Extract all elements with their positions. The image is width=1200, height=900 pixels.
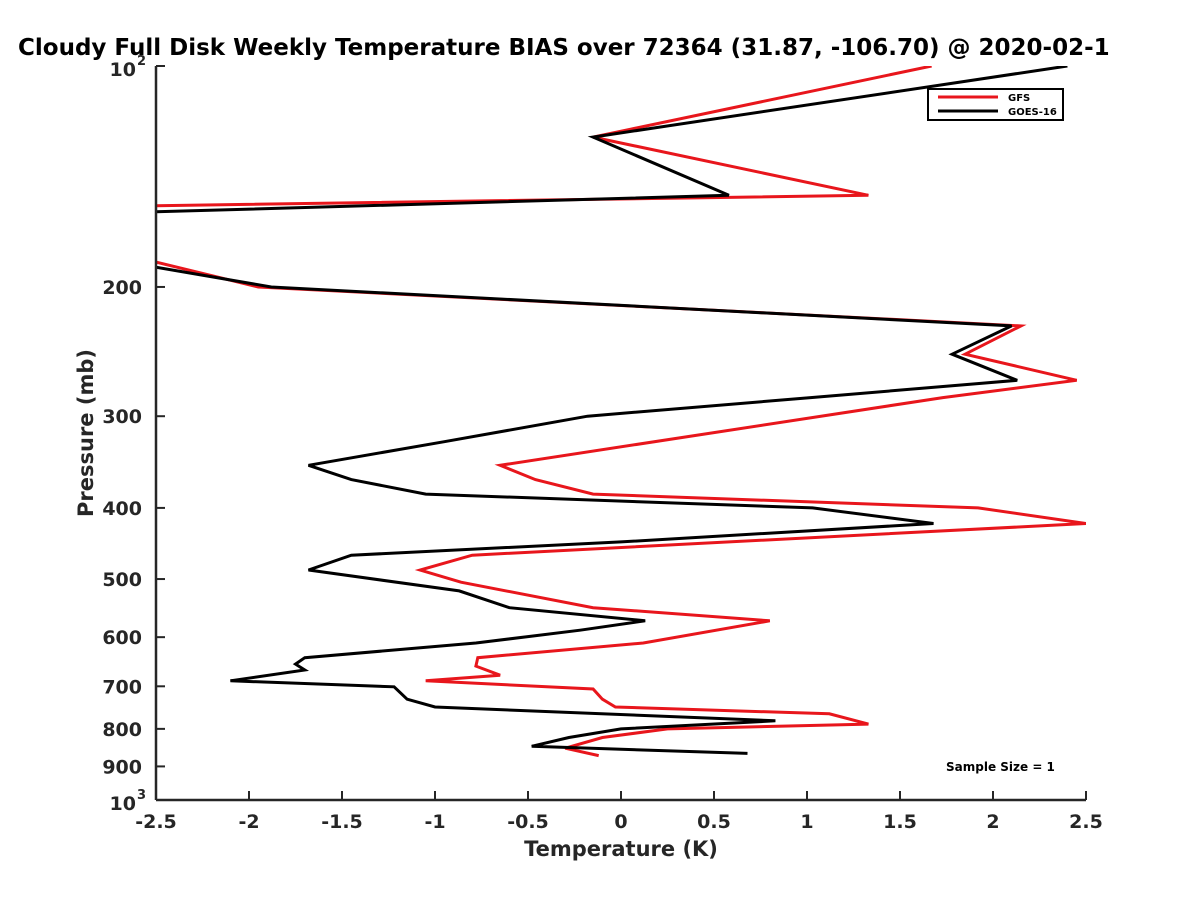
x-tick-label: -1.5 — [321, 811, 363, 833]
x-axis-label: Temperature (K) — [524, 837, 718, 861]
y-tick-label: 700 — [102, 676, 142, 698]
sample-size-annotation: Sample Size = 1 — [946, 760, 1055, 774]
y-tick-label: 10 — [110, 793, 136, 815]
legend-label-gfs: GFS — [1008, 93, 1030, 104]
legend-label-goes16: GOES-16 — [1008, 107, 1057, 118]
legend-box — [927, 88, 1064, 121]
y-tick-label: 500 — [102, 569, 142, 591]
plot-area — [156, 66, 1086, 758]
tick-labels: -2.5 -2 -1.5 -1 -0.5 0 0.5 1 1.5 2 2.510 2200300400… — [102, 54, 1103, 833]
x-tick-label: -1 — [424, 811, 445, 833]
chart-title: Cloudy Full Disk Weekly Temperature BIAS… — [18, 35, 1110, 61]
y-tick-label: 400 — [102, 498, 142, 520]
y-tick-exponent: 2 — [137, 54, 146, 69]
y-axis-label: Pressure (mb) — [74, 349, 98, 517]
y-tick-exponent: 3 — [137, 788, 146, 803]
x-tick-label: 0 — [614, 811, 627, 833]
y-tick-label: 10 — [110, 59, 136, 81]
x-tick-label: -2.5 — [135, 811, 177, 833]
legend: GFS GOES-16 — [927, 88, 1064, 121]
x-tick-label: 0.5 — [697, 811, 731, 833]
y-tick-label: 800 — [102, 719, 142, 741]
y-tick-label: 200 — [102, 277, 142, 299]
x-tick-label: 1 — [800, 811, 813, 833]
x-tick-label: 1.5 — [883, 811, 917, 833]
x-tick-label: -2 — [238, 811, 259, 833]
y-tick-label: 600 — [102, 627, 142, 649]
x-tick-label: 2.5 — [1069, 811, 1103, 833]
x-tick-label: -0.5 — [507, 811, 549, 833]
y-tick-label: 300 — [102, 406, 142, 428]
y-tick-label: 900 — [102, 756, 142, 778]
series-line-goes16 — [156, 66, 1068, 755]
x-tick-label: 2 — [986, 811, 999, 833]
